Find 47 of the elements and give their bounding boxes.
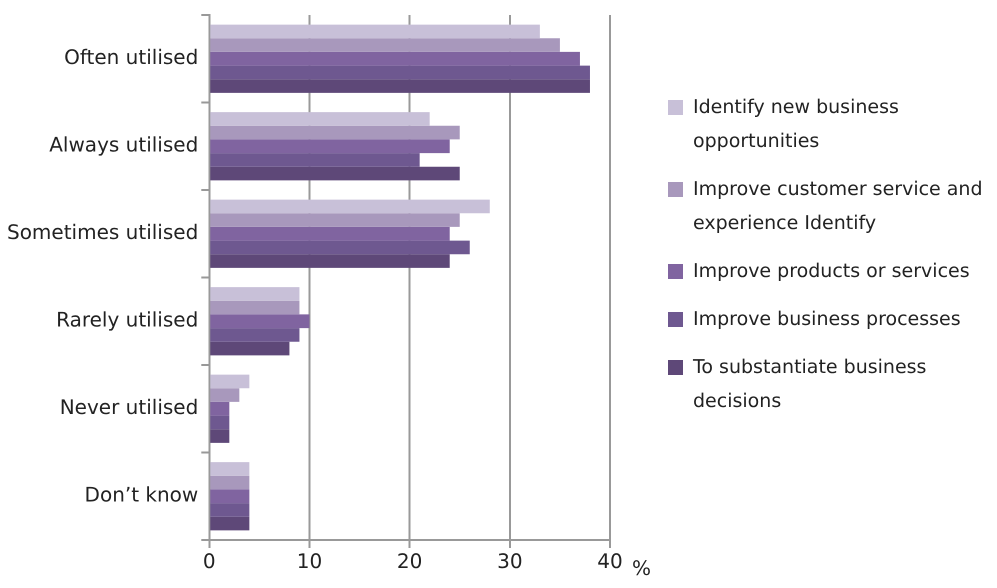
bar <box>210 126 460 140</box>
legend-label: Improve business processes <box>693 307 961 332</box>
bar <box>210 516 250 530</box>
x-tick-label: 40 <box>597 549 623 574</box>
bar <box>210 200 490 214</box>
bar <box>210 24 540 38</box>
bar <box>210 213 460 227</box>
bar <box>210 416 230 430</box>
y-tick-label: Often utilised <box>64 44 198 69</box>
bar <box>210 429 230 443</box>
x-tick-label: 10 <box>296 549 322 574</box>
bar <box>210 462 250 476</box>
legend-label: To substantiate business decisions <box>693 355 928 414</box>
bar <box>210 300 300 314</box>
x-tick-label: 0 <box>202 549 216 574</box>
bar <box>210 79 590 93</box>
bar <box>210 240 470 254</box>
bar <box>210 226 450 241</box>
x-tick-label: 20 <box>396 549 422 574</box>
bar <box>210 38 560 52</box>
bar <box>210 503 250 517</box>
bar <box>210 402 230 416</box>
y-tick-label: Always utilised <box>49 132 198 156</box>
bar <box>210 139 450 154</box>
x-tick-label: 30 <box>497 549 523 574</box>
bar <box>210 52 580 66</box>
legend-label: Identify new business opportunities <box>693 95 900 154</box>
legend-label: Improve customer service and experience Identify <box>693 177 984 236</box>
bar <box>210 153 420 167</box>
bar <box>210 328 300 342</box>
x-axis-title: % <box>632 556 652 580</box>
legend-label: Improve products or services <box>693 259 970 284</box>
bar <box>210 166 460 180</box>
bar <box>210 489 250 504</box>
y-tick-label: Don’t know <box>84 482 198 506</box>
bar <box>210 388 240 402</box>
bar <box>210 254 450 268</box>
bar <box>210 342 290 356</box>
y-tick-label: Rarely utilised <box>56 307 198 332</box>
y-tick-label: Never utilised <box>60 394 198 419</box>
y-tick-label: Sometimes utilised <box>6 220 198 244</box>
bar <box>210 476 250 490</box>
bar <box>210 66 590 80</box>
bar <box>210 287 300 301</box>
bar <box>210 112 430 126</box>
bar <box>210 374 250 388</box>
bar <box>210 314 310 328</box>
